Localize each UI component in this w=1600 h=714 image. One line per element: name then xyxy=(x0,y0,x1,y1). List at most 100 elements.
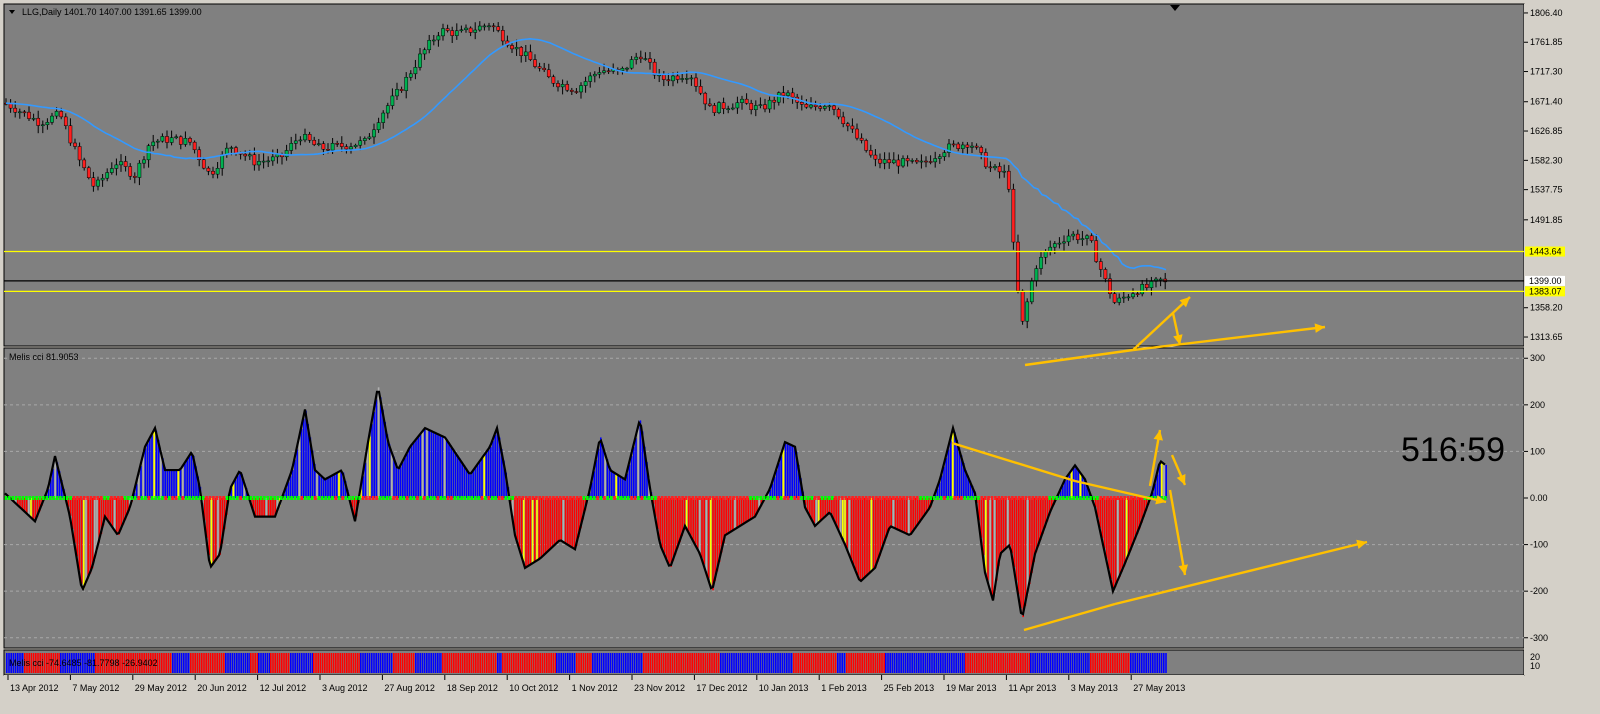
cci-zero-dot xyxy=(688,496,691,500)
cci-zero-dot xyxy=(256,496,259,500)
cci-zero-dot xyxy=(318,496,321,500)
cci-zero-dot xyxy=(943,496,946,500)
cci-histogram-bar xyxy=(26,498,28,513)
cci-zero-dot xyxy=(705,496,708,500)
cci-histogram-bar xyxy=(323,477,325,498)
cci-strip-bar xyxy=(548,653,550,673)
cci-histogram-bar xyxy=(417,438,419,498)
cci-strip-bar xyxy=(482,653,484,673)
cci-strip-bar xyxy=(174,653,176,673)
cci-zero-dot xyxy=(42,496,45,500)
cci-strip-bar xyxy=(457,653,459,673)
cci-zero-dot xyxy=(1028,496,1031,500)
candle-body xyxy=(437,36,440,40)
cci-strip-bar xyxy=(378,653,380,673)
cci-histogram-bar xyxy=(494,435,496,498)
cci-histogram-bar xyxy=(296,450,298,498)
cci-strip-bar xyxy=(305,653,307,673)
candle-body xyxy=(87,168,90,178)
cci-strip-bar xyxy=(1007,653,1009,673)
candle-body xyxy=(428,40,431,50)
cci-zero-dot xyxy=(875,496,878,500)
cci-strip-bar xyxy=(502,653,504,673)
cci-strip-bar xyxy=(650,653,652,673)
cci-strip-bar xyxy=(542,653,544,673)
cci-zero-dot xyxy=(416,496,419,500)
time-tick-label: 18 Sep 2012 xyxy=(447,683,498,693)
candle-body xyxy=(602,71,605,73)
cci-histogram-bar xyxy=(840,498,842,533)
cci-strip-bar xyxy=(490,653,492,673)
cci-strip-bar xyxy=(473,653,475,673)
cci-zero-dot xyxy=(1069,496,1072,500)
cci-zero-dot xyxy=(358,496,361,500)
cci-strip-bar xyxy=(991,653,993,673)
cci-zero-dot xyxy=(1045,496,1048,500)
candle-body xyxy=(791,93,794,97)
cci-strip-bar xyxy=(419,653,421,673)
candle-body xyxy=(736,103,739,108)
cci-strip-bar xyxy=(599,653,601,673)
cci-histogram-bar xyxy=(842,498,844,538)
cci-histogram-bar xyxy=(732,498,734,531)
candle-body xyxy=(308,134,311,140)
cci-histogram-bar xyxy=(1117,498,1119,582)
cci-zero-dot xyxy=(131,496,134,500)
cci-strip-bar xyxy=(1024,653,1026,673)
cci-histogram-bar xyxy=(565,498,567,543)
cci-zero-dot xyxy=(756,496,759,500)
cci-histogram-bar xyxy=(1113,498,1115,589)
cci-strip-bar xyxy=(362,653,364,673)
time-tick-label: 19 Mar 2013 xyxy=(946,683,997,693)
cci-histogram-bar xyxy=(215,498,217,561)
cci-zero-dot xyxy=(141,496,144,500)
cci-zero-dot xyxy=(919,496,922,500)
cci-histogram-bar xyxy=(318,473,320,498)
cci-histogram-bar xyxy=(325,479,327,498)
cci-histogram-bar xyxy=(1018,498,1020,594)
cci-zero-dot xyxy=(467,496,470,500)
cci-zero-dot xyxy=(525,496,528,500)
cci-zero-dot xyxy=(243,496,246,500)
cci-strip-bar xyxy=(746,653,748,673)
cci-strip-bar xyxy=(1061,653,1063,673)
cci-strip-bar xyxy=(1070,653,1072,673)
cci-strip-bar xyxy=(667,653,669,673)
cci-strip-bar xyxy=(163,653,165,673)
cci-strip-bar xyxy=(889,653,891,673)
cci-histogram-bar xyxy=(523,498,525,561)
cci-histogram-bar xyxy=(750,498,752,520)
price-tick-label: 1537.75 xyxy=(1530,185,1563,195)
cci-zero-dot xyxy=(148,496,151,500)
candle-body xyxy=(621,68,624,70)
cci-strip-bar xyxy=(757,653,759,673)
cci-zero-dot xyxy=(960,496,963,500)
cci-strip-bar xyxy=(841,653,843,673)
cci-histogram-bar xyxy=(717,498,719,571)
cci-histogram-bar xyxy=(811,498,813,519)
candle-body xyxy=(901,158,904,166)
cci-zero-dot xyxy=(188,496,191,500)
cci-histogram-bar xyxy=(846,498,848,548)
cci-strip-bar xyxy=(616,653,618,673)
cci-strip-bar xyxy=(773,653,775,673)
cci-histogram-bar xyxy=(879,498,881,556)
cci-zero-dot xyxy=(987,496,990,500)
cci-strip-bar xyxy=(238,653,240,673)
price-tick-label: 1717.30 xyxy=(1530,67,1563,77)
cci-strip-bar xyxy=(1123,653,1125,673)
candle-body xyxy=(221,155,224,169)
cci-strip-bar xyxy=(185,653,187,673)
price-panel[interactable] xyxy=(4,4,1524,346)
cci-histogram-bar xyxy=(860,498,862,581)
candle-body xyxy=(409,74,412,77)
cci-strip-bar xyxy=(337,653,339,673)
cci-zero-dot xyxy=(498,496,501,500)
cci-strip-bar xyxy=(504,653,506,673)
cci-zero-dot xyxy=(698,496,701,500)
candle-body xyxy=(37,118,40,125)
cci-strip-bar xyxy=(764,653,766,673)
cci-zero-dot xyxy=(1123,496,1126,500)
